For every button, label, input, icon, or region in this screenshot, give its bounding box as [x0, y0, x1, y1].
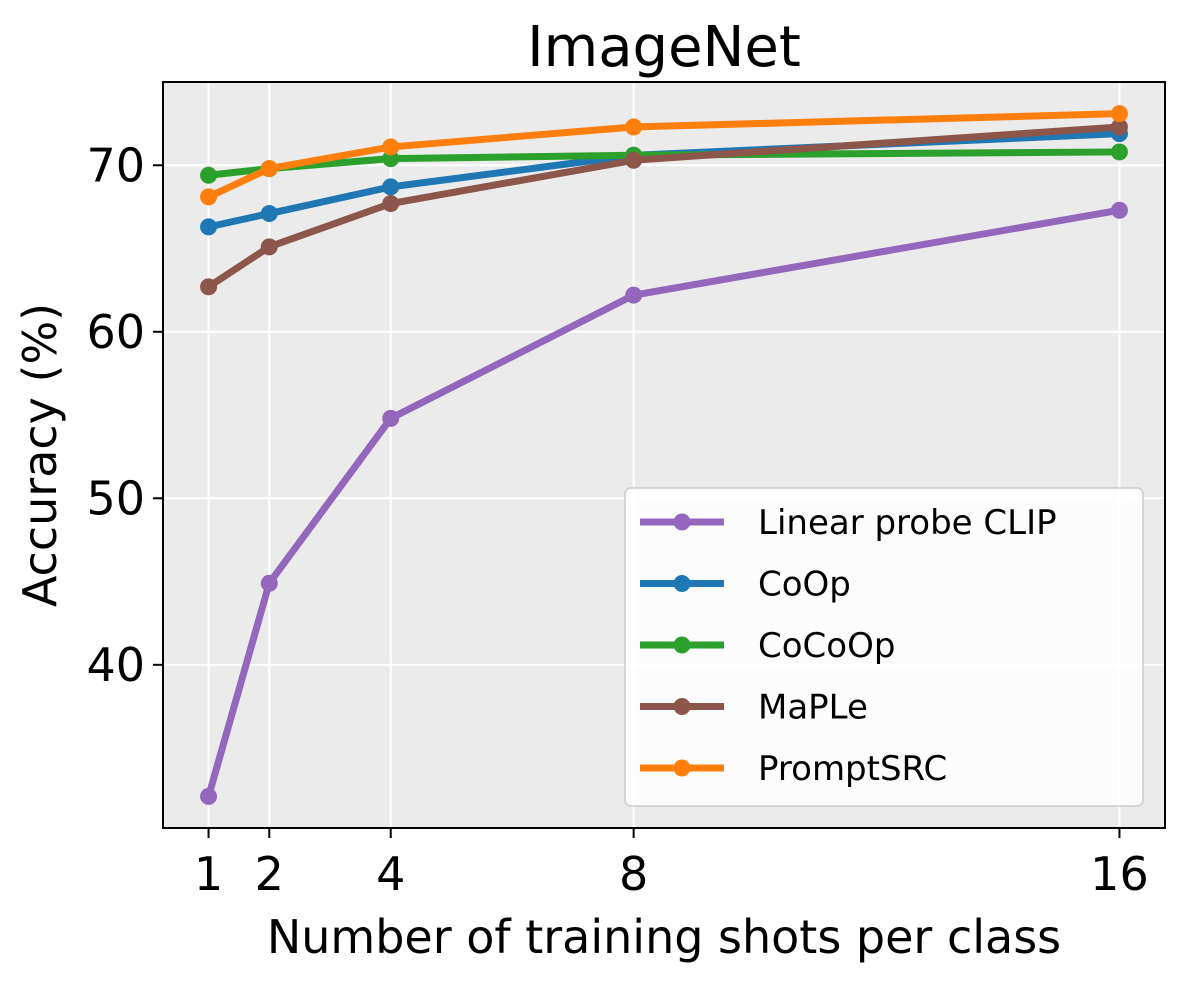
legend-box — [624, 487, 1144, 807]
data-point — [625, 151, 643, 169]
y-axis-label: Accuracy (%) — [13, 303, 67, 607]
legend-label: Linear probe CLIP — [758, 503, 1057, 543]
data-point — [200, 787, 218, 805]
legend-label: MaPLe — [758, 688, 868, 728]
legend-item: Linear probe CLIP — [640, 503, 1057, 543]
data-point — [382, 178, 400, 196]
x-tick-label: 2 — [255, 847, 284, 901]
plot-frame — [162, 81, 1166, 829]
series-promptsrc — [200, 105, 1128, 206]
data-point — [260, 160, 278, 178]
x-tick-label: 16 — [1090, 847, 1149, 901]
legend-item: PromptSRC — [640, 749, 947, 789]
legend-marker — [673, 759, 691, 777]
legend-item: CoCoOp — [640, 626, 895, 666]
data-point — [1110, 201, 1128, 219]
data-point — [382, 138, 400, 156]
data-point — [382, 150, 400, 168]
y-axis-ticks: 40 50 60 70 — [86, 138, 163, 692]
x-tick-label: 1 — [194, 847, 223, 901]
data-point — [1110, 143, 1128, 161]
legend-marker — [673, 513, 691, 531]
data-point — [382, 195, 400, 213]
data-point — [260, 205, 278, 223]
data-point — [200, 166, 218, 184]
series-maple — [200, 118, 1128, 296]
chart-title: ImageNet — [527, 15, 801, 80]
data-point — [625, 118, 643, 136]
legend-label: PromptSRC — [758, 749, 947, 789]
legend-label: CoOp — [758, 565, 851, 605]
data-point — [260, 238, 278, 256]
legend: Linear probe CLIP CoOp CoCoOp MaPLe PromptSR… — [624, 487, 1144, 807]
x-tick-label: 4 — [376, 847, 405, 901]
data-point — [200, 278, 218, 296]
y-tick-label: 40 — [86, 638, 145, 692]
data-point — [382, 409, 400, 427]
legend-item: CoOp — [640, 565, 851, 605]
x-tick-label: 8 — [619, 847, 648, 901]
data-point — [1110, 118, 1128, 136]
y-tick-label: 60 — [86, 305, 145, 359]
data-point — [625, 286, 643, 304]
x-axis-label: Number of training shots per class — [267, 910, 1061, 964]
data-point — [260, 574, 278, 592]
series-linear-probe-clip — [200, 201, 1128, 805]
legend-marker — [673, 698, 691, 715]
legend-marker — [673, 575, 691, 592]
y-tick-label: 50 — [86, 471, 145, 525]
x-axis-ticks: 1 2 4 8 16 — [194, 828, 1149, 901]
legend-item: MaPLe — [640, 688, 868, 728]
series-cocoop — [200, 143, 1128, 184]
legend-label: CoCoOp — [758, 626, 895, 666]
data-point — [200, 188, 218, 206]
data-point — [1110, 105, 1128, 123]
y-tick-label: 70 — [86, 138, 145, 192]
series-layer — [200, 105, 1128, 805]
legend-marker — [673, 636, 691, 654]
data-point — [200, 218, 218, 236]
